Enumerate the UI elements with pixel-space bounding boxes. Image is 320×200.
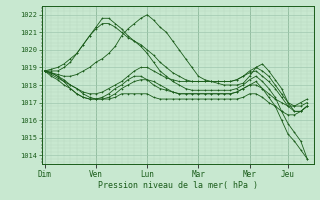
X-axis label: Pression niveau de la mer( hPa ): Pression niveau de la mer( hPa ) bbox=[98, 181, 258, 190]
